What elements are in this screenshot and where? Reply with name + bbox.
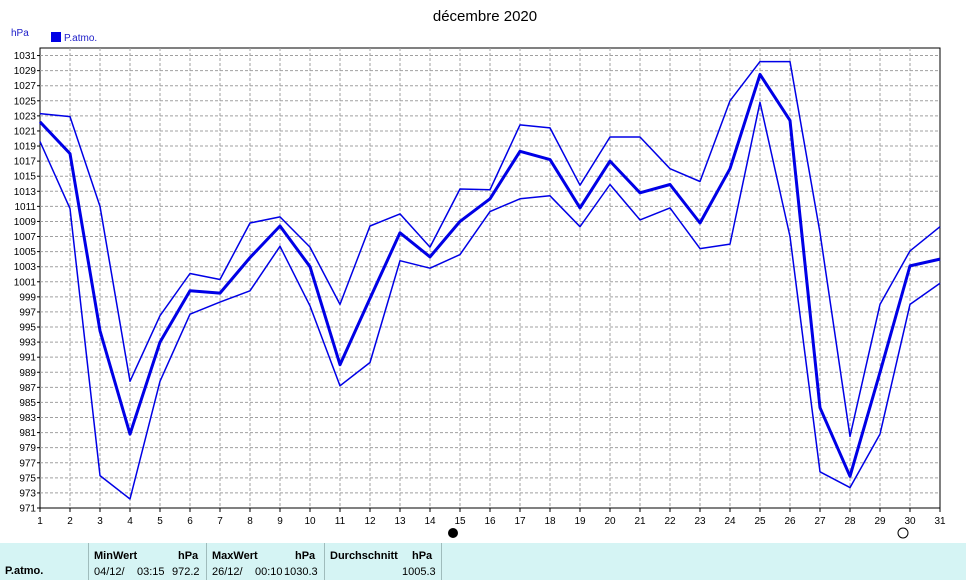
max-unit: hPa: [295, 550, 316, 562]
max-value: 1030.3: [284, 566, 318, 578]
y-tick-label: 971: [19, 504, 36, 515]
y-tick-label: 1017: [14, 157, 37, 168]
y-axis: 971 973 975 977 979 981 983 985 987 989 991 993 995 9…: [14, 51, 40, 515]
x-tick-label: 5: [157, 516, 163, 527]
stats-row-label: P.atmo.: [5, 565, 44, 577]
y-tick-label: 997: [19, 307, 36, 318]
x-tick-label: 8: [247, 516, 253, 527]
y-tick-label: 1015: [14, 172, 37, 183]
y-tick-label: 979: [19, 443, 36, 454]
avg-value: 1005.3: [402, 566, 436, 578]
x-tick-label: 14: [424, 516, 436, 527]
stats-bar: P.atmo. MinWert hPa 04/12/ 03:15 972.2 M…: [0, 543, 966, 580]
y-tick-label: 1027: [14, 81, 37, 92]
y-tick-label: 989: [19, 368, 36, 379]
max-header: MaxWert: [212, 550, 258, 562]
min-value: 972.2: [172, 566, 200, 578]
x-tick-label: 30: [904, 516, 916, 527]
stats-divider: [441, 543, 442, 580]
x-tick-label: 9: [277, 516, 283, 527]
y-tick-label: 1011: [14, 202, 36, 213]
y-tick-label: 995: [19, 323, 36, 334]
x-tick-label: 13: [394, 516, 406, 527]
pressure-chart: décembre 2020 hPa P.atmo. 97197397597797…: [11, 8, 946, 539]
y-tick-label: 991: [19, 353, 36, 364]
x-tick-label: 28: [844, 516, 856, 527]
y-axis-unit: hPa: [11, 28, 29, 39]
x-tick-label: 18: [544, 516, 556, 527]
y-tick-label: 1005: [14, 247, 37, 258]
y-tick-label: 993: [19, 338, 36, 349]
avg-header: Durchschnitt: [330, 550, 398, 562]
x-tick-label: 7: [217, 516, 223, 527]
avg-unit: hPa: [412, 550, 433, 562]
x-tick-label: 15: [454, 516, 466, 527]
max-time: 00:10: [255, 566, 283, 578]
x-tick-label: 29: [874, 516, 886, 527]
min-unit: hPa: [178, 550, 199, 562]
y-tick-label: 973: [19, 488, 36, 499]
series-line-mean: [38, 72, 941, 478]
y-tick-label: 987: [19, 383, 36, 394]
x-tick-label: 19: [574, 516, 586, 527]
y-tick-label: 1013: [14, 187, 37, 198]
full-moon-icon: [897, 527, 909, 539]
x-tick-label: 6: [187, 516, 193, 527]
stats-divider: [206, 543, 207, 580]
new-moon-icon: [448, 528, 458, 538]
x-tick-label: 23: [694, 516, 706, 527]
y-tick-label: 1009: [14, 217, 37, 228]
x-tick-label: 25: [754, 516, 766, 527]
min-time: 03:15: [137, 566, 165, 578]
x-tick-label: 4: [127, 516, 133, 527]
x-tick-label: 22: [664, 516, 676, 527]
x-tick-label: 16: [484, 516, 496, 527]
x-tick-label: 20: [604, 516, 616, 527]
legend-swatch: [51, 32, 61, 42]
x-tick-label: 11: [335, 516, 346, 527]
x-tick-label: 17: [514, 516, 526, 527]
y-tick-label: 985: [19, 398, 36, 409]
x-tick-label: 2: [67, 516, 73, 527]
min-date: 04/12/: [94, 566, 125, 578]
x-tick-label: 3: [97, 516, 103, 527]
y-tick-label: 999: [19, 292, 36, 303]
x-tick-label: 12: [364, 516, 376, 527]
y-tick-label: 1019: [14, 142, 37, 153]
x-tick-label: 10: [304, 516, 316, 527]
y-tick-label: 1003: [14, 262, 37, 273]
x-axis: 1 2 3 4 5 6 7 8 9 10 11 12 13 14 15 16 17 18 19 20 21 22 23 24 2…: [37, 508, 946, 527]
y-tick-label: 1021: [14, 126, 37, 137]
chart-title: décembre 2020: [433, 8, 537, 25]
stats-divider: [88, 543, 89, 580]
x-tick-label: 24: [724, 516, 736, 527]
stats-divider: [324, 543, 325, 580]
y-tick-label: 977: [19, 458, 36, 469]
moon-markers: [448, 527, 909, 539]
series-lines: [38, 60, 941, 500]
y-tick-label: 1023: [14, 111, 37, 122]
x-tick-label: 1: [37, 516, 43, 527]
series-line-min: [39, 101, 941, 500]
grid: [40, 48, 940, 508]
x-tick-label: 21: [634, 516, 646, 527]
y-tick-label: 983: [19, 413, 36, 424]
x-tick-label: 27: [814, 516, 826, 527]
y-tick-label: 981: [19, 428, 36, 439]
series-line-max: [39, 60, 941, 438]
x-tick-label: 26: [784, 516, 796, 527]
y-tick-label: 1007: [14, 232, 37, 243]
y-tick-label: 1031: [14, 51, 37, 62]
y-tick-label: 1025: [14, 96, 37, 107]
y-tick-label: 1001: [14, 277, 37, 288]
x-tick-label: 31: [934, 516, 946, 527]
y-tick-label: 975: [19, 473, 36, 484]
y-tick-label: 1029: [14, 66, 37, 77]
legend-label: P.atmo.: [64, 33, 97, 44]
max-date: 26/12/: [212, 566, 243, 578]
min-header: MinWert: [94, 550, 138, 562]
